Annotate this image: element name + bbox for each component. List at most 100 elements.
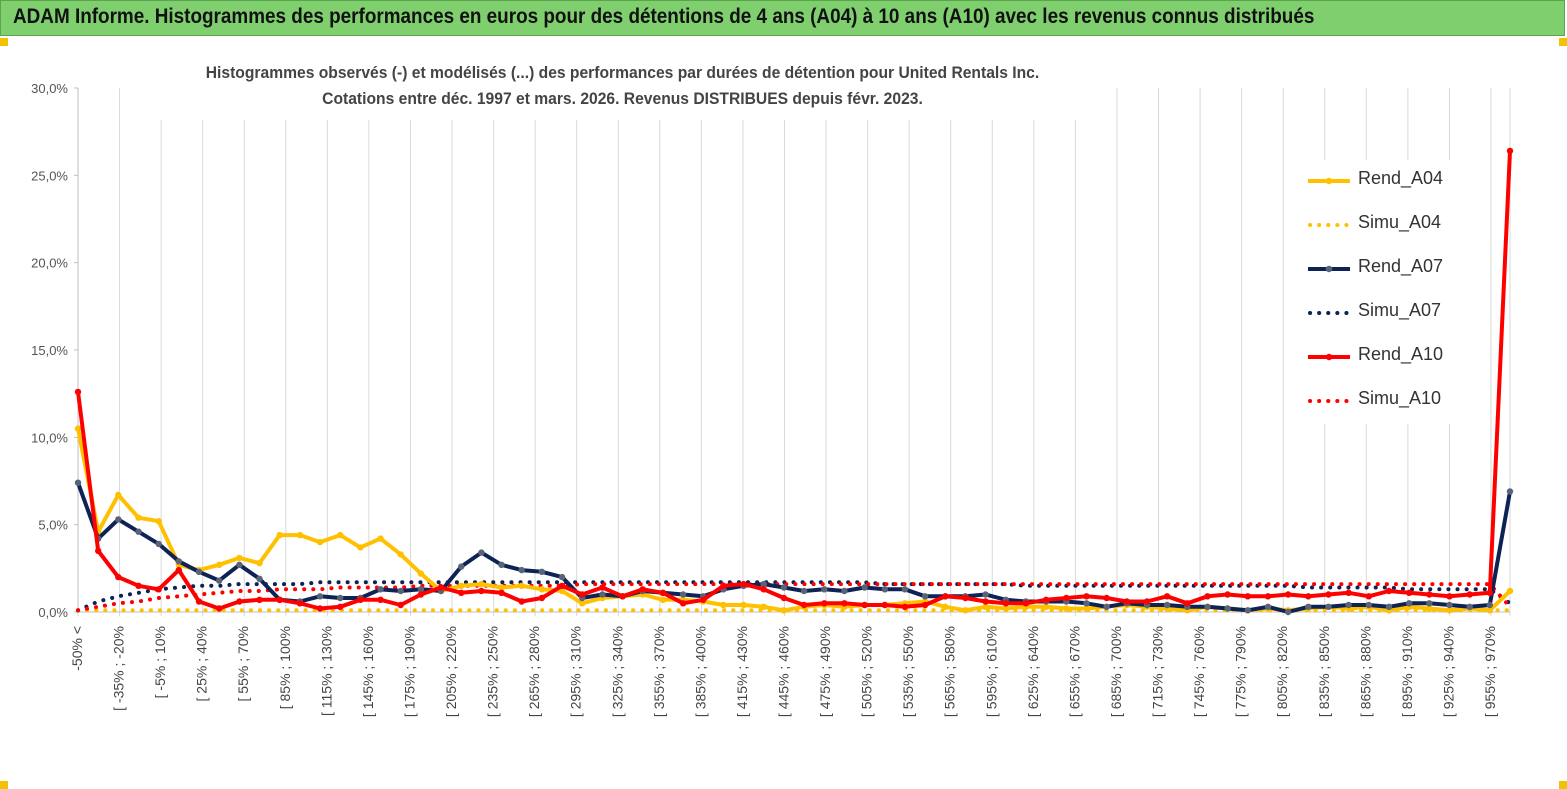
data-point-rend-a10: [740, 580, 747, 588]
legend-swatch: [1308, 223, 1350, 227]
data-point-rend-a10: [1163, 593, 1171, 600]
data-point-rend-a07: [135, 528, 142, 535]
data-point-rend-a07: [1325, 603, 1332, 610]
data-point-rend-a10: [639, 586, 646, 593]
data-point-rend-a10: [841, 600, 848, 607]
y-tick-label: 25,0%: [31, 168, 68, 183]
series-line-rend-a07: [76, 482, 1512, 614]
data-point-rend-a07: [982, 591, 989, 598]
data-point-rend-a10: [1022, 600, 1030, 607]
data-point-rend-a10: [1506, 147, 1514, 155]
data-point-rend-a04: [276, 531, 283, 539]
data-point-rend-a10: [1406, 589, 1413, 596]
legend-item: Rend_A04: [1300, 160, 1470, 204]
legend-swatch: [1308, 353, 1350, 361]
data-point-rend-a07: [155, 540, 162, 548]
data-point-rend-a10: [337, 603, 344, 610]
x-tick-label: [ 775% ; 790%: [1233, 626, 1249, 717]
data-point-rend-a07: [800, 587, 808, 595]
data-point-rend-a07: [599, 591, 606, 598]
data-point-rend-a04: [1446, 607, 1453, 614]
data-point-rend-a07: [417, 586, 425, 593]
legend-item: Rend_A07: [1300, 248, 1470, 292]
x-tick-label: [ 235% ; 250%: [485, 626, 501, 717]
legend-item: Rend_A10: [1300, 336, 1470, 380]
data-point-rend-a04: [982, 603, 989, 610]
data-point-rend-a04: [1506, 587, 1514, 595]
data-point-rend-a07: [558, 573, 566, 581]
legend-swatch: [1308, 265, 1350, 273]
x-tick-label: [ 805% ; 820%: [1274, 626, 1290, 717]
data-point-rend-a04: [659, 596, 667, 603]
legend-label: Simu_A10: [1358, 388, 1442, 408]
x-tick-label: [ 85% ; 100%: [277, 626, 293, 709]
data-point-rend-a04: [720, 601, 727, 609]
data-point-rend-a07: [1486, 601, 1494, 609]
data-point-rend-a10: [458, 589, 465, 596]
data-point-rend-a10: [700, 596, 707, 603]
data-point-rend-a07: [841, 587, 848, 595]
x-tick-label: [ 295% ; 310%: [568, 626, 584, 717]
x-tick-label: [ 865% ; 880%: [1357, 626, 1373, 717]
legend-label: Simu_A07: [1358, 300, 1442, 320]
data-point-rend-a10: [175, 566, 182, 574]
x-tick-label: [ -35% ; -20%: [111, 626, 127, 711]
data-point-rend-a04: [538, 586, 546, 593]
data-point-rend-a10: [942, 593, 949, 600]
x-tick-label: [ 925% ; 940%: [1440, 626, 1456, 717]
report-title: ADAM Informe. Histogrammes des performan…: [13, 5, 1315, 28]
legend-marker: [1325, 353, 1333, 361]
data-point-rend-a10: [1224, 591, 1231, 598]
data-point-rend-a10: [679, 600, 687, 607]
data-point-rend-a10: [216, 605, 223, 612]
x-tick-label: [ 175% ; 190%: [401, 626, 417, 717]
chart-area: -50% < [ -35% ; -20% [ -5% ; 10% [ 25% ; 40…: [0, 38, 1567, 789]
data-point-rend-a10: [195, 598, 203, 605]
data-point-rend-a04: [942, 603, 949, 610]
legend-swatch: [1308, 399, 1350, 403]
frame-corner: [1559, 781, 1567, 789]
data-point-rend-a10: [437, 584, 445, 591]
x-tick-label: [ 835% ; 850%: [1316, 626, 1332, 717]
data-point-rend-a07: [1284, 608, 1292, 616]
data-point-rend-a10: [1123, 598, 1131, 605]
data-point-rend-a04: [316, 538, 324, 546]
data-point-rend-a07: [1466, 603, 1473, 610]
data-point-rend-a07: [1365, 601, 1373, 609]
data-point-rend-a10: [74, 388, 82, 396]
data-point-rend-a04: [1486, 607, 1494, 614]
data-point-rend-a10: [1264, 593, 1272, 600]
data-point-rend-a10: [1244, 593, 1252, 600]
data-point-rend-a07: [1305, 603, 1312, 610]
data-point-rend-a10: [821, 600, 828, 607]
y-tick-label: 5,0%: [38, 518, 68, 533]
data-point-rend-a10: [881, 601, 888, 609]
data-point-rend-a07: [1446, 601, 1453, 609]
data-point-rend-a04: [256, 559, 263, 567]
data-point-rend-a10: [901, 603, 909, 610]
data-point-rend-a07: [1406, 600, 1413, 607]
data-point-rend-a10: [1426, 591, 1433, 598]
data-point-rend-a07: [115, 516, 122, 523]
data-point-rend-a04: [760, 603, 767, 610]
x-tick-label: [ 325% ; 340%: [609, 626, 625, 717]
x-tick-label: [ 415% ; 430%: [734, 626, 750, 717]
data-point-rend-a10: [921, 601, 929, 609]
data-point-rend-a10: [760, 586, 767, 593]
data-point-rend-a04: [74, 425, 82, 432]
data-point-rend-a10: [1284, 591, 1292, 598]
data-point-rend-a07: [397, 587, 404, 595]
data-point-rend-a07: [1264, 603, 1272, 610]
data-point-rend-a04: [236, 554, 243, 562]
data-point-rend-a10: [397, 601, 404, 609]
frame-corner: [0, 38, 8, 46]
x-tick-label: [ 25% ; 40%: [194, 626, 210, 702]
data-point-rend-a10: [599, 584, 606, 591]
data-point-rend-a10: [982, 598, 989, 605]
data-point-rend-a10: [720, 582, 727, 589]
data-point-rend-a04: [1002, 605, 1009, 612]
data-point-rend-a07: [195, 568, 203, 575]
data-point-rend-a10: [780, 594, 788, 602]
data-point-rend-a07: [1224, 605, 1231, 612]
data-point-rend-a04: [1426, 605, 1433, 612]
